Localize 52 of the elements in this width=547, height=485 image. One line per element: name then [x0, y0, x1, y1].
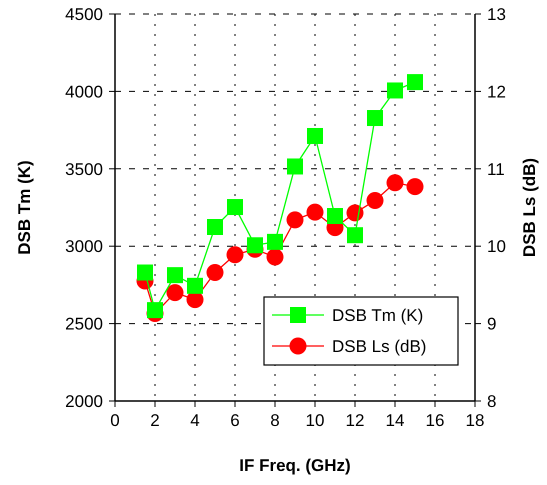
y-tick-label: 3000 — [65, 237, 103, 256]
point — [407, 74, 423, 90]
y-tick-label: 4000 — [65, 82, 103, 102]
point — [187, 278, 203, 294]
point — [347, 227, 363, 244]
point — [206, 264, 224, 282]
y2-tick-label: 12 — [487, 82, 506, 102]
point — [167, 267, 183, 284]
point — [406, 178, 424, 196]
point — [386, 174, 404, 192]
point — [307, 128, 323, 144]
y2-tick-label: 10 — [487, 237, 506, 256]
x-tick-label: 2 — [150, 411, 160, 430]
point — [227, 199, 243, 216]
point — [327, 208, 343, 224]
point — [287, 158, 303, 174]
y2-tick-label: 13 — [487, 5, 506, 24]
point — [226, 246, 244, 264]
y-tick-label: 2500 — [65, 314, 103, 334]
point — [286, 211, 304, 228]
point — [367, 110, 383, 126]
x-tick-label: 12 — [346, 411, 364, 430]
x-tick-label: 10 — [306, 411, 324, 430]
y-axis-title: DSB Tm (K) — [15, 160, 34, 255]
point — [387, 82, 403, 98]
x-tick-label: 8 — [270, 411, 280, 430]
y2-tick-label: 8 — [487, 392, 496, 411]
point — [166, 284, 184, 302]
legend-label: DSB Tm (K) — [332, 306, 424, 325]
point — [247, 237, 263, 254]
legend-label: DSB Ls (dB) — [332, 337, 426, 356]
x-tick-label: 4 — [190, 411, 200, 430]
point — [266, 248, 284, 266]
point — [366, 192, 384, 210]
point — [147, 302, 163, 318]
point — [207, 219, 223, 236]
y-tick-label: 4500 — [65, 5, 103, 24]
y2-tick-label: 11 — [487, 160, 505, 179]
point — [267, 234, 283, 250]
x-tick-label: 16 — [426, 411, 444, 430]
point — [346, 204, 364, 222]
y-tick-label: 2000 — [65, 392, 103, 411]
y-tick-label: 3500 — [65, 160, 103, 179]
x-tick-label: 6 — [230, 411, 240, 430]
y2-axis-title: DSB Ls (dB) — [520, 158, 539, 258]
x-tick-label: 18 — [466, 411, 484, 430]
point — [306, 204, 324, 221]
y2-tick-label: 9 — [487, 314, 496, 334]
x-tick-label: 0 — [110, 411, 120, 430]
point — [137, 264, 153, 281]
x-tick-label: 14 — [386, 411, 404, 430]
x-axis-title: IF Freq. (GHz) — [239, 456, 351, 475]
